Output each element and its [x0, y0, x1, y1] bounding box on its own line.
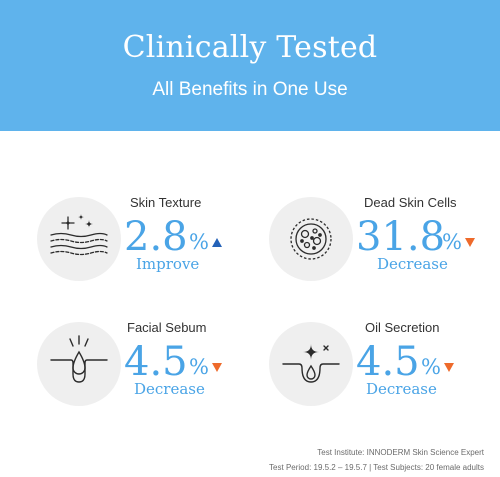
- stat-effect: Improve: [136, 255, 200, 273]
- icon-disc: [269, 197, 353, 281]
- stat-dead-skin-cells: Dead Skin Cells 31.8 % Decrease: [269, 195, 500, 297]
- stat-label: Oil Secretion: [365, 320, 440, 335]
- skin-cell-icon: [290, 218, 332, 260]
- decrease-arrow-icon: [444, 363, 454, 372]
- decrease-arrow-icon: [212, 363, 222, 372]
- icon-disc: [37, 322, 121, 406]
- decrease-arrow-icon: [465, 238, 475, 247]
- stat-effect: Decrease: [134, 380, 205, 398]
- stat-value: 31.8: [356, 214, 446, 260]
- header-banner: Clinically Tested All Benefits in One Us…: [0, 0, 500, 131]
- stat-unit: %: [421, 355, 441, 379]
- icon-disc: [37, 197, 121, 281]
- stat-value: 4.5: [356, 339, 420, 385]
- stat-unit: %: [189, 355, 209, 379]
- sebum-drop-icon: [50, 335, 108, 383]
- stat-label: Dead Skin Cells: [364, 195, 457, 210]
- stat-effect: Decrease: [377, 255, 448, 273]
- stat-skin-texture: Skin Texture 2.8 % Improve: [37, 195, 282, 297]
- stat-value: 4.5: [124, 339, 188, 385]
- stat-oil-secretion: Oil Secretion 4.5 % Decrease: [269, 320, 500, 422]
- increase-arrow-icon: [212, 238, 222, 247]
- icon-disc: [269, 322, 353, 406]
- stat-label: Facial Sebum: [127, 320, 207, 335]
- stat-unit: %: [189, 230, 209, 254]
- page-subtitle: All Benefits in One Use: [152, 79, 348, 100]
- stat-value: 2.8: [124, 214, 188, 260]
- stat-unit: %: [442, 230, 462, 254]
- stat-facial-sebum: Facial Sebum 4.5 % Decrease: [37, 320, 282, 422]
- test-period-note: Test Period: 19.5.2 – 19.5.7 | Test Subj…: [269, 463, 484, 472]
- page-title: Clinically Tested: [122, 30, 378, 65]
- stat-label: Skin Texture: [130, 195, 202, 210]
- sparkle-texture-icon: [50, 214, 108, 256]
- test-institute-note: Test Institute: INNODERM Skin Science Ex…: [317, 448, 484, 457]
- oil-pore-icon: [282, 344, 340, 383]
- stat-effect: Decrease: [366, 380, 437, 398]
